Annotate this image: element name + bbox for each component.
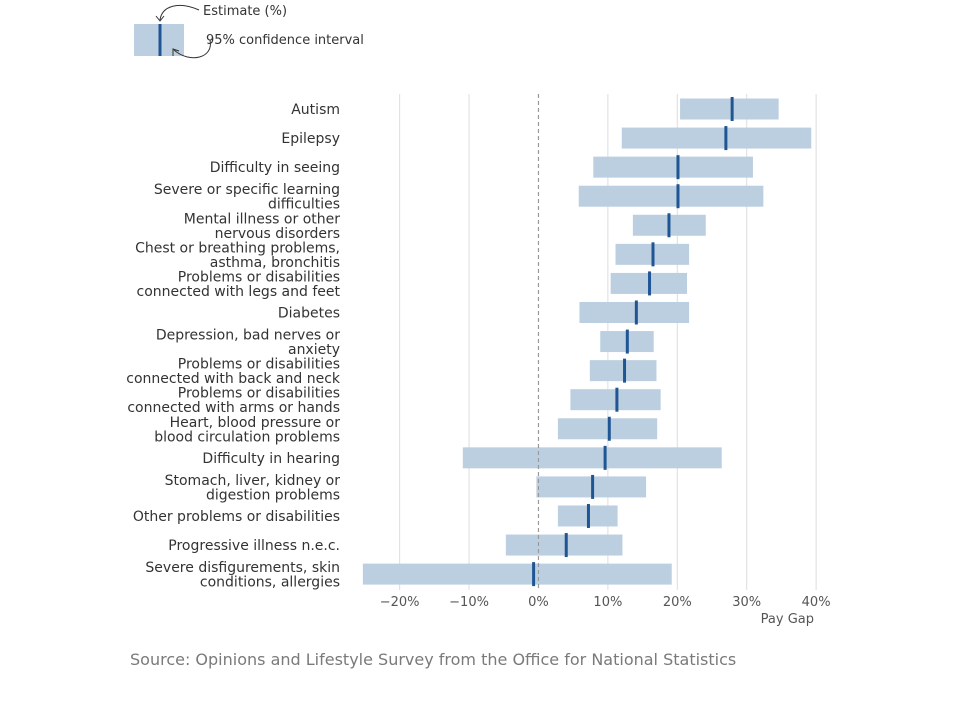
estimate-marker bbox=[591, 474, 595, 499]
category-label: Problems or disabilities connected with a… bbox=[127, 386, 340, 417]
x-axis-ticks: −20% −10% 0% 10% 20% 30% 40% bbox=[380, 595, 831, 610]
estimate-marker bbox=[623, 358, 627, 383]
estimate-marker bbox=[634, 300, 638, 325]
ci-bar bbox=[579, 301, 690, 323]
ci-bar bbox=[362, 563, 672, 585]
estimate-marker bbox=[676, 155, 680, 180]
x-tick-label: −10% bbox=[449, 595, 489, 610]
ci-bar bbox=[505, 534, 623, 556]
category-label: Progressive illness n.e.c. bbox=[168, 538, 340, 554]
category-label: Problems or disabilities connected with l… bbox=[137, 269, 341, 300]
estimate-marker bbox=[603, 445, 607, 470]
category-label: Stomach, liver, kidney or digestion probl… bbox=[165, 473, 341, 504]
category-label: Severe or specific learning difficulties bbox=[154, 182, 340, 213]
category-label: Heart, blood pressure or blood circulatio… bbox=[154, 415, 340, 446]
legend-estimate-marker bbox=[158, 24, 162, 56]
category-label: Depression, bad nerves or anxiety bbox=[156, 328, 340, 359]
estimate-markers bbox=[532, 97, 734, 587]
legend: Estimate (%) 95% confidence interval bbox=[134, 4, 364, 59]
legend-estimate-label: Estimate (%) bbox=[203, 4, 287, 19]
category-label: Epilepsy bbox=[281, 131, 340, 147]
estimate-marker bbox=[625, 329, 629, 354]
category-label: Problems or disabilities connected with b… bbox=[126, 357, 341, 388]
x-tick-label: 10% bbox=[593, 595, 622, 610]
estimate-marker bbox=[651, 242, 655, 267]
estimate-marker bbox=[532, 562, 536, 587]
legend-ci-arrowhead-icon bbox=[172, 48, 180, 56]
estimate-marker bbox=[724, 126, 728, 151]
confidence-intervals bbox=[362, 98, 812, 585]
legend-estimate-arrowhead-icon bbox=[155, 15, 165, 22]
ci-bar bbox=[593, 156, 753, 178]
source-note: Source: Opinions and Lifestyle Survey fr… bbox=[130, 650, 737, 669]
estimate-marker bbox=[586, 503, 590, 528]
estimate-marker bbox=[667, 213, 671, 238]
category-label: Diabetes bbox=[278, 305, 340, 321]
estimate-marker bbox=[676, 184, 680, 209]
category-label: Severe disfigurements, skin conditions, a… bbox=[145, 560, 340, 591]
category-label: Difficulty in hearing bbox=[202, 451, 340, 467]
x-tick-label: 30% bbox=[732, 595, 761, 610]
ci-bar bbox=[621, 127, 812, 149]
category-labels: Autism Epilepsy Difficulty in seeing Severe… bbox=[126, 102, 341, 591]
category-label: Mental illness or other nervous disorders bbox=[184, 211, 340, 242]
category-label: Other problems or disabilities bbox=[133, 509, 340, 525]
category-label: Autism bbox=[291, 102, 340, 118]
ci-bar bbox=[462, 447, 722, 469]
ci-bar bbox=[680, 98, 779, 120]
category-label: Difficulty in seeing bbox=[210, 160, 340, 176]
x-tick-label: 0% bbox=[528, 595, 549, 610]
estimate-marker bbox=[648, 271, 652, 296]
x-tick-label: −20% bbox=[380, 595, 420, 610]
legend-ci-arrow-icon bbox=[173, 39, 211, 59]
legend-estimate-arrow-icon bbox=[159, 5, 200, 21]
estimate-marker bbox=[607, 416, 611, 441]
ci-bar bbox=[578, 185, 764, 207]
x-tick-label: 20% bbox=[663, 595, 692, 610]
estimate-marker bbox=[564, 533, 568, 558]
legend-ci-label: 95% confidence interval bbox=[206, 33, 364, 48]
category-label: Chest or breathing problems, asthma, bron… bbox=[135, 240, 340, 271]
x-tick-label: 40% bbox=[802, 595, 831, 610]
x-axis-title: Pay Gap bbox=[761, 612, 814, 627]
estimate-marker bbox=[730, 97, 734, 121]
estimate-marker bbox=[615, 387, 619, 412]
ci-bar bbox=[557, 418, 658, 440]
